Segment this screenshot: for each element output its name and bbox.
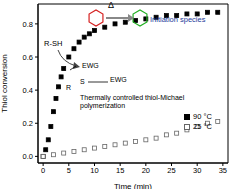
html-text:Initiation species: Initiation species xyxy=(150,15,206,24)
svg-text:Time (min): Time (min) xyxy=(114,182,152,189)
html-text:R: R xyxy=(66,84,72,91)
html-text:Thermally controlled thiol-Mic: Thermally controlled thiol-Michael polym… xyxy=(80,94,185,109)
svg-text:0.2: 0.2 xyxy=(23,119,33,128)
svg-text:20: 20 xyxy=(142,166,150,175)
html-text:EWG: EWG xyxy=(110,76,127,83)
html-text:R-SH: R-SH xyxy=(44,39,63,48)
svg-text:5: 5 xyxy=(67,166,71,175)
svg-text:30: 30 xyxy=(193,166,201,175)
svg-text:0.0: 0.0 xyxy=(23,152,33,161)
svg-text:35: 35 xyxy=(219,166,226,175)
svg-text:25: 25 xyxy=(167,166,175,175)
svg-text:0: 0 xyxy=(41,166,45,175)
html-text:Δ: Δ xyxy=(108,0,114,10)
svg-text:0.6: 0.6 xyxy=(23,53,33,62)
html-text:90 °C: 90 °C xyxy=(193,112,212,121)
svg-text:15: 15 xyxy=(116,166,124,175)
svg-text:Thiol conversion: Thiol conversion xyxy=(8,54,9,112)
svg-text:0.4: 0.4 xyxy=(23,86,33,95)
html-text:25 °C: 25 °C xyxy=(193,121,212,131)
svg-text:10: 10 xyxy=(90,166,98,175)
svg-text:0.8: 0.8 xyxy=(23,20,33,29)
html-text:EWG: EWG xyxy=(82,62,99,69)
html-text:S: S xyxy=(80,78,85,85)
